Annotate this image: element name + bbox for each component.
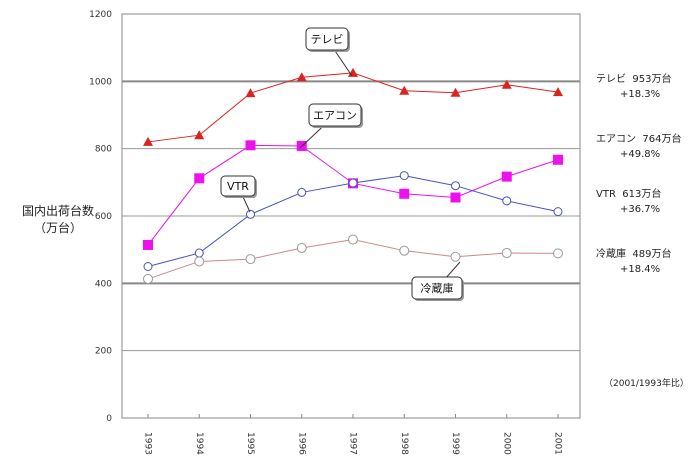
legend-name: VTR bbox=[596, 189, 616, 200]
legend-change: +18.4% bbox=[620, 264, 661, 275]
data-point bbox=[399, 245, 410, 256]
legend-note-fridge: 冷蔵庫 489万台 +18.4% bbox=[596, 247, 671, 277]
data-point bbox=[501, 171, 512, 182]
series-line bbox=[147, 144, 559, 246]
x-tick-labels: 1993 1994 1995 1996 1997 1998 1999 2000 2001 bbox=[143, 432, 563, 455]
legend-value: 613万台 bbox=[622, 189, 662, 200]
y-tick-label: 200 bbox=[95, 347, 112, 357]
y-tick-label: 800 bbox=[95, 145, 112, 155]
comparison-note: （2001/1993年比） bbox=[604, 379, 689, 389]
legend-change: +36.7% bbox=[620, 204, 661, 215]
data-point bbox=[501, 79, 512, 89]
legend-name: 冷蔵庫 bbox=[596, 249, 626, 260]
data-point bbox=[245, 254, 256, 265]
x-tick-label: 1998 bbox=[399, 432, 409, 455]
grid-lines bbox=[121, 13, 581, 419]
data-point bbox=[501, 248, 512, 259]
callout-box bbox=[411, 276, 463, 300]
callout-label: VTR bbox=[227, 180, 249, 193]
x-tick-label: 2001 bbox=[553, 432, 563, 455]
legend-name: エアコン bbox=[596, 134, 636, 145]
y-tick-label: 600 bbox=[95, 212, 112, 222]
data-point bbox=[245, 88, 256, 98]
data-point bbox=[553, 154, 563, 165]
data-point bbox=[553, 207, 563, 217]
data-point bbox=[143, 136, 153, 146]
legend-value: 764万台 bbox=[642, 134, 682, 145]
series-line bbox=[147, 175, 559, 267]
data-point bbox=[194, 173, 205, 184]
data-point bbox=[451, 181, 460, 191]
legend-note-vtr: VTR 613万台 +36.7% bbox=[596, 187, 661, 217]
x-tick-label: 2000 bbox=[501, 432, 511, 455]
x-tick-label: 1999 bbox=[450, 432, 460, 455]
x-tick-label: 1996 bbox=[296, 432, 306, 455]
data-point bbox=[450, 251, 461, 262]
data-point bbox=[399, 85, 410, 95]
legend-value: 489万台 bbox=[632, 249, 672, 260]
data-point bbox=[143, 239, 153, 250]
x-tick-label: 1995 bbox=[245, 432, 255, 455]
data-point bbox=[143, 273, 153, 284]
data-point bbox=[399, 171, 409, 181]
data-point bbox=[194, 256, 205, 267]
callout-label: テレビ bbox=[311, 33, 344, 46]
data-point bbox=[348, 178, 358, 188]
y-tick-labels: 0 200 400 600 800 1000 1200 bbox=[89, 10, 112, 424]
legend-note-aircon: エアコン 764万台 +49.8% bbox=[596, 132, 681, 162]
callout-label: 冷蔵庫 bbox=[421, 281, 454, 295]
legend-change: +18.3% bbox=[620, 89, 661, 100]
x-tick-label: 1997 bbox=[348, 432, 358, 455]
data-point bbox=[348, 234, 358, 245]
data-point bbox=[246, 209, 255, 219]
data-point bbox=[399, 188, 410, 199]
x-tick-label: 1993 bbox=[143, 432, 153, 455]
callout-box bbox=[220, 175, 256, 197]
callout-box bbox=[305, 27, 349, 51]
callout-box bbox=[308, 103, 362, 127]
data-point bbox=[297, 187, 307, 197]
data-point bbox=[296, 72, 307, 82]
data-point bbox=[245, 140, 256, 151]
y-tick-label: 0 bbox=[106, 414, 112, 424]
x-tick-label: 1994 bbox=[194, 432, 204, 455]
legend-change: +49.8% bbox=[620, 149, 661, 160]
data-point bbox=[194, 248, 204, 258]
legend-name: テレビ bbox=[596, 74, 626, 85]
legend-value: 953万台 bbox=[632, 74, 672, 85]
data-point bbox=[143, 262, 153, 271]
callout-label: エアコン bbox=[313, 109, 357, 122]
data-point bbox=[296, 242, 307, 253]
legend-note-tv: テレビ 953万台 +18.3% bbox=[596, 72, 671, 102]
data-point bbox=[502, 196, 512, 206]
data-point bbox=[194, 130, 205, 140]
y-axis-label: 国内出荷台数 （万台） bbox=[21, 204, 94, 235]
data-point bbox=[450, 87, 461, 97]
y-tick-label: 400 bbox=[95, 279, 112, 289]
y-tick-label: 1000 bbox=[89, 77, 112, 87]
y-tick-label: 1200 bbox=[89, 10, 112, 20]
series-group bbox=[143, 67, 563, 284]
data-point bbox=[450, 192, 461, 203]
data-point bbox=[553, 87, 563, 97]
data-point bbox=[553, 248, 563, 259]
